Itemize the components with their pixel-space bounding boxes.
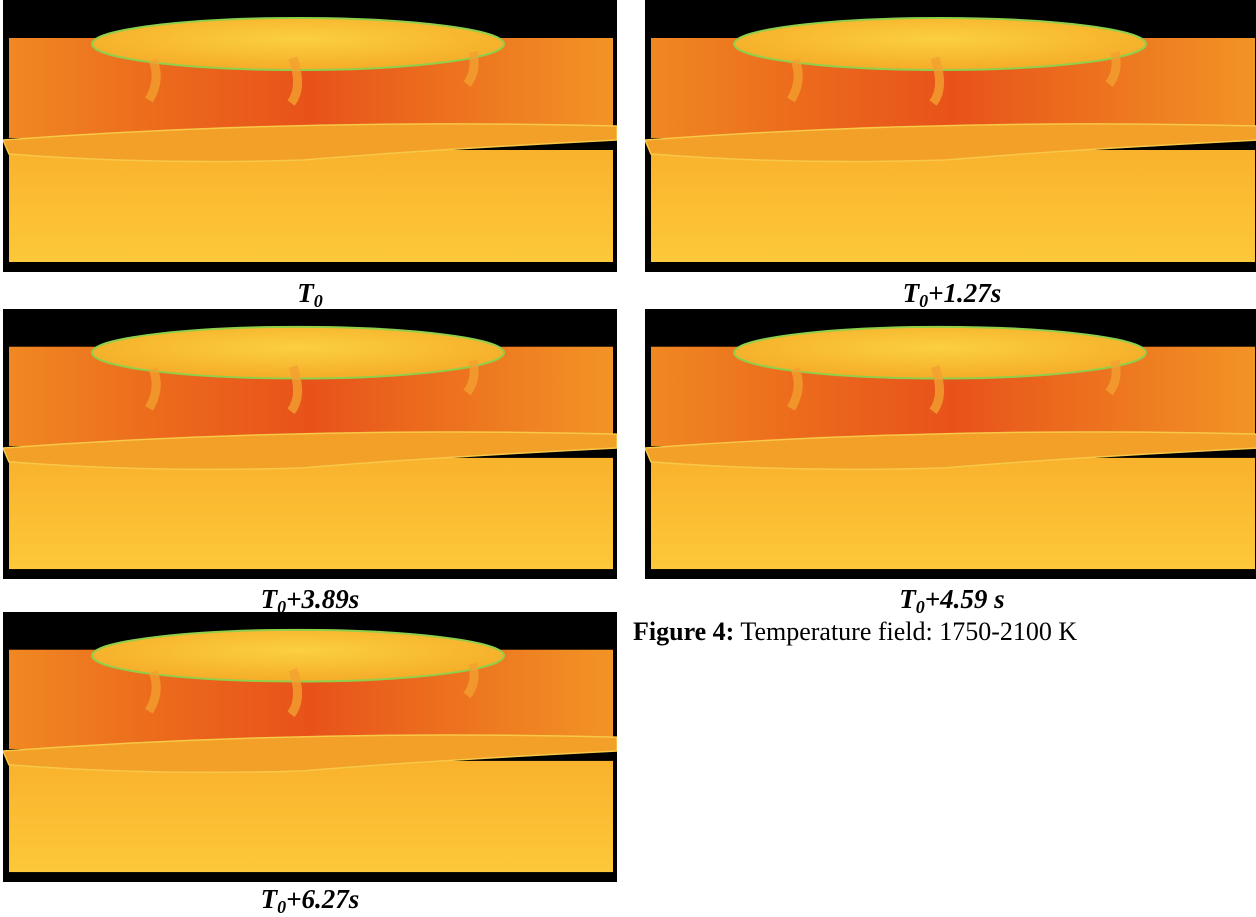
caption-time: +1.27s	[928, 278, 1001, 308]
figure-label: Figure 4:	[633, 617, 734, 646]
simulation-image	[3, 309, 617, 579]
caption-sub: 0	[314, 291, 323, 311]
simulation-image	[3, 0, 617, 272]
caption-base: T	[261, 884, 278, 914]
caption-base: T	[899, 584, 916, 614]
simulation-image	[3, 612, 617, 882]
simulation-image	[645, 309, 1256, 579]
caption-base: T	[903, 278, 920, 308]
panel-caption: T0+4.59 s	[645, 584, 1256, 614]
caption-sub: 0	[916, 597, 925, 617]
caption-time: +3.89s	[286, 584, 359, 614]
panel-caption: T0+6.27s	[3, 884, 617, 914]
caption-sub: 0	[277, 897, 286, 917]
panel-caption: T0+1.27s	[645, 278, 1256, 308]
caption-sub: 0	[919, 291, 928, 311]
caption-sub: 0	[277, 597, 286, 617]
figure-caption: Figure 4: Temperature field: 1750-2100 K	[633, 617, 1077, 647]
caption-base: T	[297, 278, 314, 308]
figure-text: Temperature field: 1750-2100 K	[740, 617, 1077, 646]
page: T0 T0+1.27s T0+3.89s T0+4.59 s T0+6.27s …	[0, 0, 1256, 915]
caption-base: T	[261, 584, 278, 614]
caption-time: +4.59 s	[925, 584, 1005, 614]
panel-caption: T0+3.89s	[3, 584, 617, 614]
caption-time: +6.27s	[286, 884, 359, 914]
simulation-image	[645, 0, 1256, 272]
panel-caption: T0	[3, 278, 617, 308]
